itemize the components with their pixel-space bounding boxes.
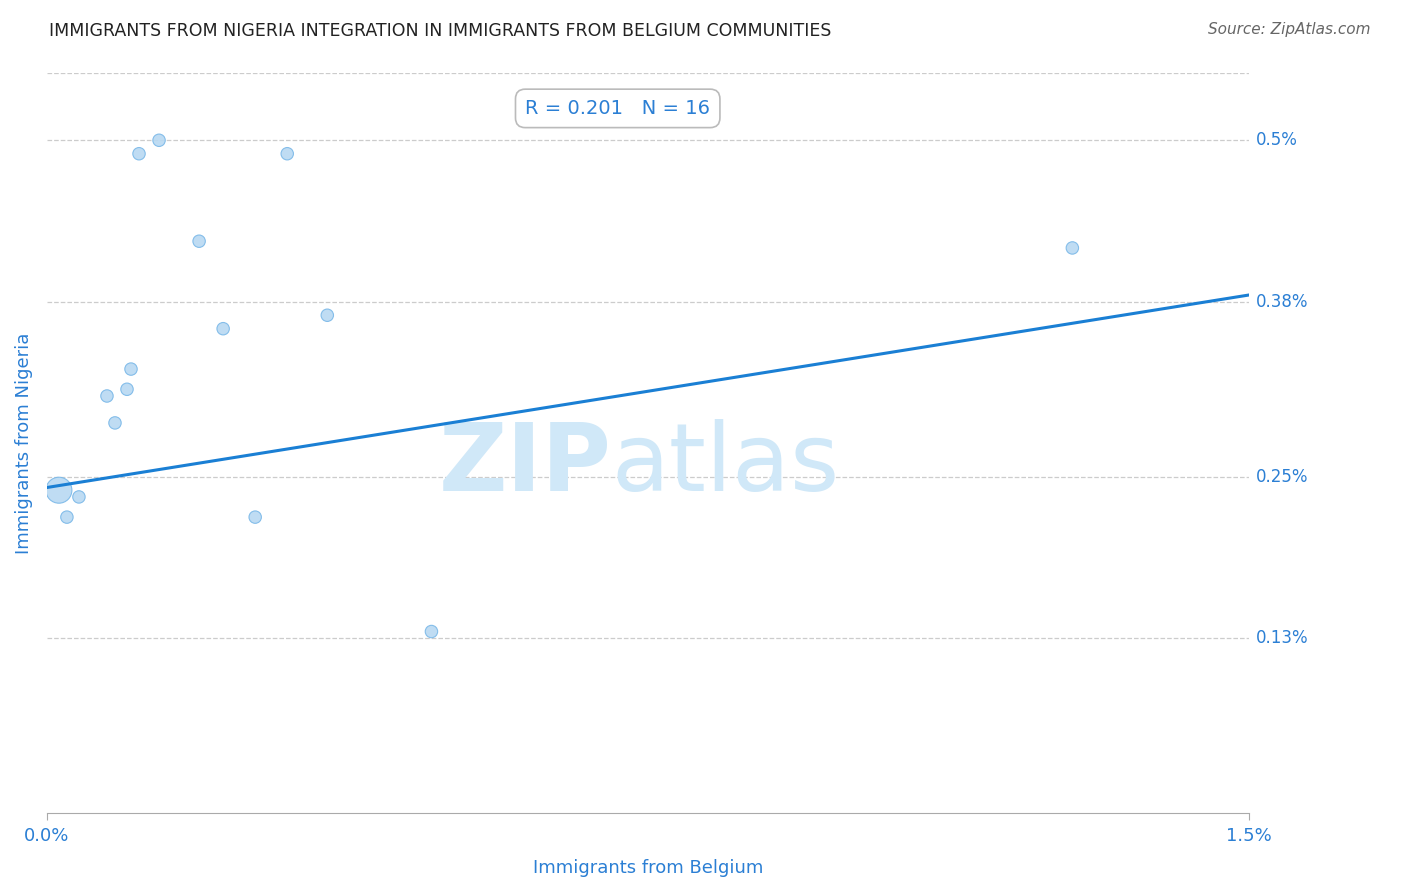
Point — [128, 146, 150, 161]
Text: Source: ZipAtlas.com: Source: ZipAtlas.com — [1208, 22, 1371, 37]
Point — [316, 308, 339, 322]
Point — [104, 416, 127, 430]
Point — [1062, 241, 1084, 255]
Text: 0.25%: 0.25% — [1256, 467, 1308, 486]
Point — [188, 234, 211, 248]
Point — [67, 490, 90, 504]
Text: R = 0.201   N = 16: R = 0.201 N = 16 — [526, 99, 710, 118]
Text: 0.38%: 0.38% — [1256, 293, 1308, 310]
Point — [148, 133, 170, 147]
Text: IMMIGRANTS FROM NIGERIA INTEGRATION IN IMMIGRANTS FROM BELGIUM COMMUNITIES: IMMIGRANTS FROM NIGERIA INTEGRATION IN I… — [49, 22, 831, 40]
Point — [96, 389, 118, 403]
Point — [56, 510, 79, 524]
Text: atlas: atlas — [612, 419, 839, 511]
Point — [120, 362, 142, 376]
Point — [420, 624, 443, 639]
Text: 0.13%: 0.13% — [1256, 629, 1308, 648]
Point — [48, 483, 70, 498]
Point — [243, 510, 266, 524]
Point — [276, 146, 298, 161]
Text: ZIP: ZIP — [439, 419, 612, 511]
Text: 0.5%: 0.5% — [1256, 131, 1298, 149]
X-axis label: Immigrants from Belgium: Immigrants from Belgium — [533, 859, 763, 877]
Y-axis label: Immigrants from Nigeria: Immigrants from Nigeria — [15, 333, 32, 554]
Point — [115, 382, 138, 396]
Point — [212, 321, 235, 335]
